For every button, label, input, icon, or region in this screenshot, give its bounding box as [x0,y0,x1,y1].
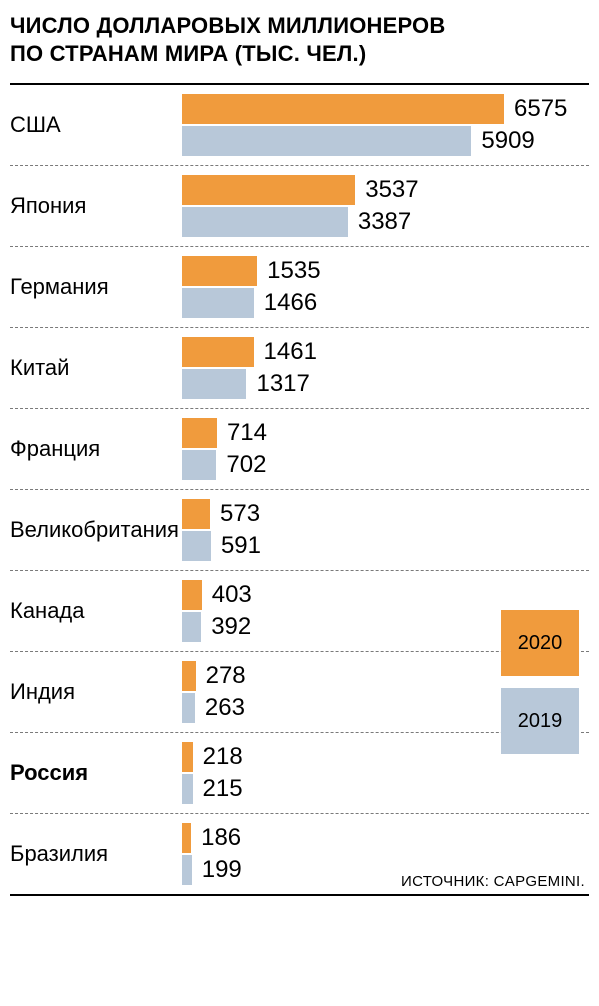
bar-line: 186 [182,823,589,853]
bar-line: 591 [182,531,589,561]
bar-line: 1461 [182,337,589,367]
table-row: Франция714702 [10,409,589,490]
table-row: Германия 1535 1466 [10,247,589,328]
bar-value: 263 [205,694,245,722]
source-label: ИСТОЧНИК: CAPGEMINI. [401,873,585,890]
bar-value: 573 [220,500,260,528]
bar-value: 199 [202,856,242,884]
bar-value: 1535 [267,257,320,285]
bar-line: 3387 [182,207,589,237]
country-label: Россия [10,740,182,806]
country-label: Германия [10,254,182,320]
bar-value: 6575 [514,95,567,123]
bars-group: 1535 1466 [182,254,589,320]
bar-line: 1535 [182,256,589,286]
bar [182,418,217,448]
chart-rows: США 6575 5909 Япония 3537 3387 Германия 1535 146… [10,83,589,896]
bar [182,774,193,804]
country-label: Канада [10,578,182,644]
country-label: США [10,92,182,158]
bar-value: 3537 [365,176,418,204]
bar [182,337,254,367]
bar-value: 278 [206,662,246,690]
bar-value: 1461 [264,338,317,366]
millionaires-chart: ЧИСЛО ДОЛЛАРОВЫХ МИЛЛИОНЕРОВ ПО СТРАНАМ … [0,0,599,902]
bar-line: 1317 [182,369,589,399]
title-line-2: ПО СТРАНАМ МИРА (ТЫС. ЧЕЛ.) [10,41,366,66]
bar-line: 702 [182,450,589,480]
country-label: Индия [10,659,182,725]
bar-line: 215 [182,774,589,804]
country-label: Япония [10,173,182,239]
bar [182,531,211,561]
bar [182,855,192,885]
bar-line: 1466 [182,288,589,318]
bar [182,369,246,399]
bar-value: 591 [221,532,261,560]
bar-line: 5909 [182,126,589,156]
bar-value: 5909 [481,127,534,155]
bar [182,742,193,772]
bar-value: 392 [211,613,251,641]
bar-line: 714 [182,418,589,448]
table-row: США 6575 5909 [10,85,589,166]
bar-value: 218 [203,743,243,771]
legend-swatch: 2020 [501,610,579,676]
country-label: Бразилия [10,821,182,887]
bars-group: 1461 1317 [182,335,589,401]
bar-line: 573 [182,499,589,529]
bar-value: 1317 [256,370,309,398]
table-row: Великобритания573591 [10,490,589,571]
bar-value: 702 [226,451,266,479]
bar [182,661,196,691]
bar [182,126,471,156]
bar [182,612,201,642]
legend: 2020 2019 [501,610,579,754]
bar [182,288,254,318]
bar-value: 1466 [264,289,317,317]
bar [182,450,216,480]
bar [182,175,355,205]
bar-value: 215 [203,775,243,803]
country-label: Франция [10,416,182,482]
bar [182,693,195,723]
bars-group: 573591 [182,497,589,563]
bar-value: 3387 [358,208,411,236]
table-row: Китай 1461 1317 [10,328,589,409]
bar-value: 403 [212,581,252,609]
bars-group: 6575 5909 [182,92,589,158]
bar [182,256,257,286]
table-row: Япония 3537 3387 [10,166,589,247]
bars-group: 3537 3387 [182,173,589,239]
bar [182,580,202,610]
title-line-1: ЧИСЛО ДОЛЛАРОВЫХ МИЛЛИОНЕРОВ [10,13,445,38]
country-label: Великобритания [10,497,182,563]
bar-line: 403 [182,580,589,610]
bars-group: 714702 [182,416,589,482]
bar-line: 6575 [182,94,589,124]
bar [182,207,348,237]
bar [182,499,210,529]
bar [182,823,191,853]
bar-line: 3537 [182,175,589,205]
country-label: Китай [10,335,182,401]
chart-title: ЧИСЛО ДОЛЛАРОВЫХ МИЛЛИОНЕРОВ ПО СТРАНАМ … [10,12,589,67]
bar [182,94,504,124]
bar-value: 186 [201,824,241,852]
bar-value: 714 [227,419,267,447]
legend-swatch: 2019 [501,688,579,754]
